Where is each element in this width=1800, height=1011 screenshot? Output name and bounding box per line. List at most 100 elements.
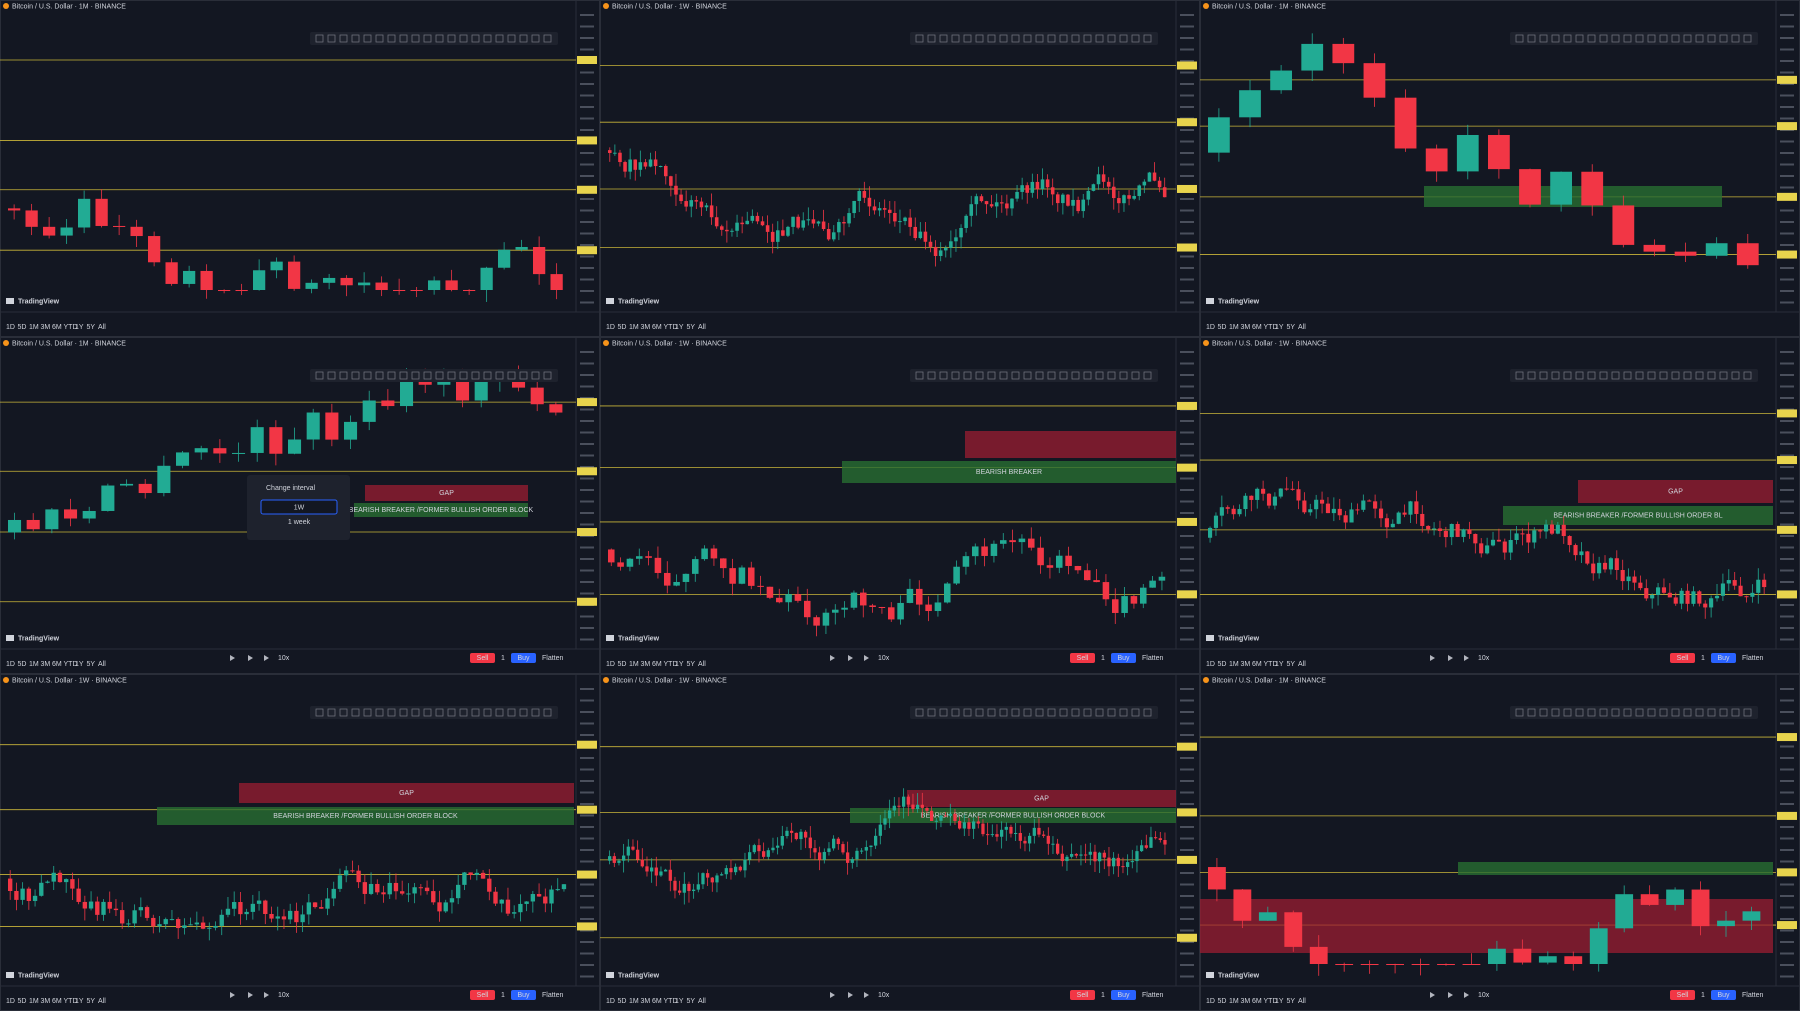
timeframe-button[interactable]: 5Y (687, 661, 696, 668)
toolbar-icon[interactable] (915, 371, 924, 380)
toolbar-icon[interactable] (1647, 371, 1656, 380)
timeframe-button[interactable]: YTD (664, 998, 678, 1005)
timeframe-button[interactable]: All (98, 661, 106, 668)
timeframe-button[interactable]: 1D (1206, 998, 1215, 1005)
toolbar-icon[interactable] (375, 371, 384, 380)
timeframe-button[interactable]: 3M (1241, 661, 1251, 668)
timeframe-button[interactable]: 1Y (1275, 324, 1284, 331)
toolbar-icon[interactable] (519, 34, 528, 43)
timeframe-button[interactable]: 5D (18, 661, 27, 668)
toolbar-icon[interactable] (435, 371, 444, 380)
toolbar-icon[interactable] (1071, 34, 1080, 43)
replay-back[interactable] (830, 992, 835, 998)
timeframe-button[interactable]: 3M (1241, 324, 1251, 331)
timeframe-button[interactable]: 6M (1252, 998, 1262, 1005)
toolbar-icon[interactable] (1563, 708, 1572, 717)
toolbar-icon[interactable] (927, 34, 936, 43)
timeframe-button[interactable]: YTD (1264, 661, 1278, 668)
toolbar-icon[interactable] (1011, 708, 1020, 717)
sell-label[interactable]: Sell (477, 655, 489, 662)
timeframe-button[interactable]: 5Y (1287, 998, 1296, 1005)
buy-label[interactable]: Buy (517, 655, 530, 662)
toolbar-icon[interactable] (363, 708, 372, 717)
toolbar-icon[interactable] (1047, 708, 1056, 717)
replay-speed[interactable]: 10x (1478, 992, 1490, 999)
toolbar-icon[interactable] (1047, 371, 1056, 380)
timeframe-button[interactable]: All (1298, 998, 1306, 1005)
toolbar-icon[interactable] (411, 371, 420, 380)
timeframe-button[interactable]: 5D (18, 998, 27, 1005)
toolbar-icon[interactable] (999, 371, 1008, 380)
toolbar-icon[interactable] (1551, 371, 1560, 380)
flatten-button[interactable]: Flatten (1742, 992, 1764, 999)
replay-play[interactable] (848, 655, 853, 661)
toolbar-icon[interactable] (1695, 708, 1704, 717)
toolbar-icon[interactable] (1059, 34, 1068, 43)
timeframe-button[interactable]: YTD (1264, 998, 1278, 1005)
toolbar-icon[interactable] (483, 34, 492, 43)
toolbar-icon[interactable] (915, 708, 924, 717)
toolbar-icon[interactable] (1551, 34, 1560, 43)
replay-back[interactable] (830, 655, 835, 661)
toolbar-icon[interactable] (987, 371, 996, 380)
toolbar-icon[interactable] (1059, 371, 1068, 380)
toolbar-icon[interactable] (411, 34, 420, 43)
timeframe-button[interactable]: 5D (618, 324, 627, 331)
timeframe-button[interactable]: 5Y (1287, 324, 1296, 331)
toolbar-icon[interactable] (507, 371, 516, 380)
buy-label[interactable]: Buy (517, 992, 530, 999)
toolbar-icon[interactable] (1071, 371, 1080, 380)
sell-button[interactable] (1670, 653, 1695, 663)
toolbar-icon[interactable] (951, 708, 960, 717)
timeframe-button[interactable]: 3M (41, 661, 51, 668)
toolbar-icon[interactable] (999, 34, 1008, 43)
toolbar-icon[interactable] (1707, 708, 1716, 717)
replay-forward[interactable] (864, 992, 869, 998)
timeframe-button[interactable]: 6M (1252, 324, 1262, 331)
timeframe-button[interactable]: 6M (52, 661, 62, 668)
toolbar-icon[interactable] (339, 708, 348, 717)
toolbar-icon[interactable] (1515, 371, 1524, 380)
toolbar-icon[interactable] (1743, 371, 1752, 380)
toolbar-icon[interactable] (1743, 708, 1752, 717)
toolbar-icon[interactable] (939, 371, 948, 380)
timeframe-button[interactable]: 5Y (87, 998, 96, 1005)
buy-label[interactable]: Buy (1117, 655, 1130, 662)
toolbar-icon[interactable] (1719, 34, 1728, 43)
flatten-button[interactable]: Flatten (1142, 992, 1164, 999)
toolbar-icon[interactable] (375, 34, 384, 43)
toolbar-icon[interactable] (327, 34, 336, 43)
sell-button[interactable] (1070, 653, 1095, 663)
toolbar-icon[interactable] (1023, 708, 1032, 717)
timeframe-button[interactable]: 3M (641, 661, 651, 668)
toolbar-icon[interactable] (1575, 371, 1584, 380)
toolbar-icon[interactable] (1095, 708, 1104, 717)
timeframe-button[interactable]: 5Y (687, 998, 696, 1005)
timeframe-button[interactable]: 1M (629, 661, 639, 668)
toolbar-icon[interactable] (1011, 371, 1020, 380)
toolbar-icon[interactable] (1647, 708, 1656, 717)
timeframe-button[interactable]: 5D (1218, 324, 1227, 331)
timeframe-button[interactable]: YTD (664, 324, 678, 331)
toolbar-icon[interactable] (1131, 708, 1140, 717)
toolbar-icon[interactable] (1107, 708, 1116, 717)
toolbar-icon[interactable] (975, 34, 984, 43)
timeframe-button[interactable]: YTD (1264, 324, 1278, 331)
toolbar-icon[interactable] (399, 371, 408, 380)
replay-play[interactable] (248, 992, 253, 998)
toolbar-icon[interactable] (1011, 34, 1020, 43)
buy-label[interactable]: Buy (1717, 992, 1730, 999)
toolbar-icon[interactable] (1683, 34, 1692, 43)
timeframe-button[interactable]: 1M (1229, 661, 1239, 668)
toolbar-icon[interactable] (1707, 371, 1716, 380)
sell-label[interactable]: Sell (1677, 655, 1689, 662)
buy-button[interactable] (1111, 653, 1136, 663)
toolbar-icon[interactable] (351, 371, 360, 380)
toolbar-icon[interactable] (1575, 708, 1584, 717)
toolbar-icon[interactable] (1659, 371, 1668, 380)
replay-speed[interactable]: 10x (278, 655, 290, 662)
toolbar-icon[interactable] (951, 34, 960, 43)
flatten-button[interactable]: Flatten (542, 655, 564, 662)
toolbar-icon[interactable] (315, 371, 324, 380)
toolbar-icon[interactable] (1563, 34, 1572, 43)
